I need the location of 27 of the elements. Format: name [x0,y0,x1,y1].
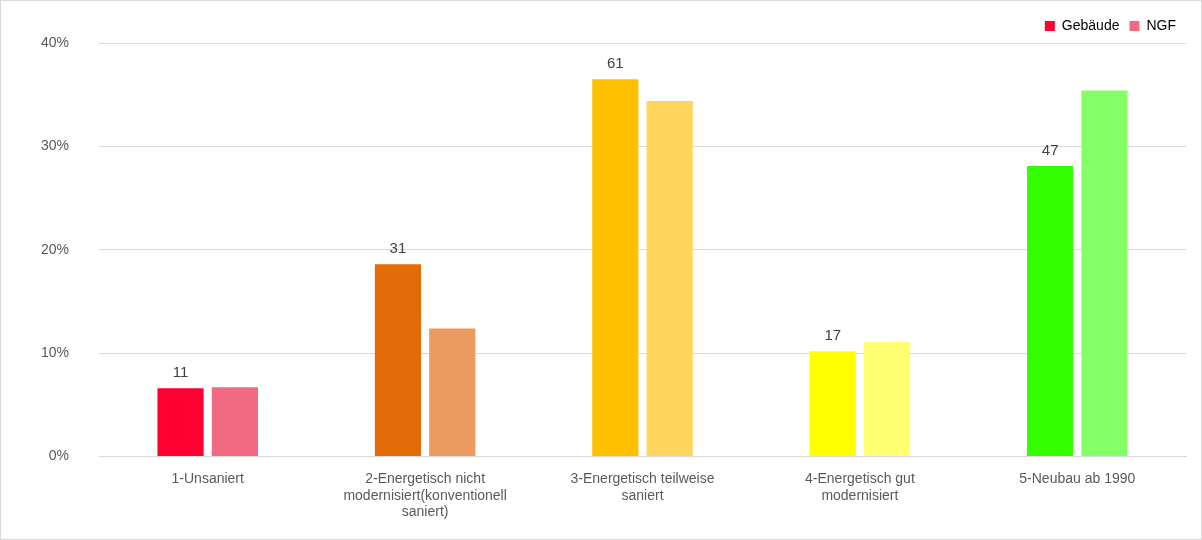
x-tick-label: 4-Energetisch gut modernisiert [805,469,915,503]
annotation: 31 [389,238,407,256]
legend-label: Gebäude [1061,16,1120,33]
annotation: 11 [172,363,189,380]
y-tick-label: 40% [40,33,70,50]
y-tick-label: 30% [40,137,70,154]
bar [809,351,856,457]
bar [592,79,639,457]
bar [157,388,204,457]
bar [646,100,693,457]
bar [1081,90,1128,457]
x-tick-label: 5-Neubau ab 1990 [1019,469,1136,486]
annotation: 17 [824,325,842,343]
bar [429,328,476,457]
x-tick-label: 2-Energetisch nicht modernisiert(konventionell saniert) [343,469,507,520]
bar [1027,166,1074,457]
y-tick-label: 10% [40,344,70,361]
x-tick-label: 3-Energetisch teilweise saniert [570,469,715,503]
bar [211,387,258,457]
annotation: 61 [606,53,624,71]
y-tick-label: 20% [40,240,70,257]
legend-label: NGF [1146,16,1177,33]
bar [374,264,422,457]
annotation: 47 [1041,140,1059,158]
bar [863,341,911,457]
x-tick-label: 1-Unsaniert [171,469,245,486]
y-tick-label: 0% [48,447,70,464]
